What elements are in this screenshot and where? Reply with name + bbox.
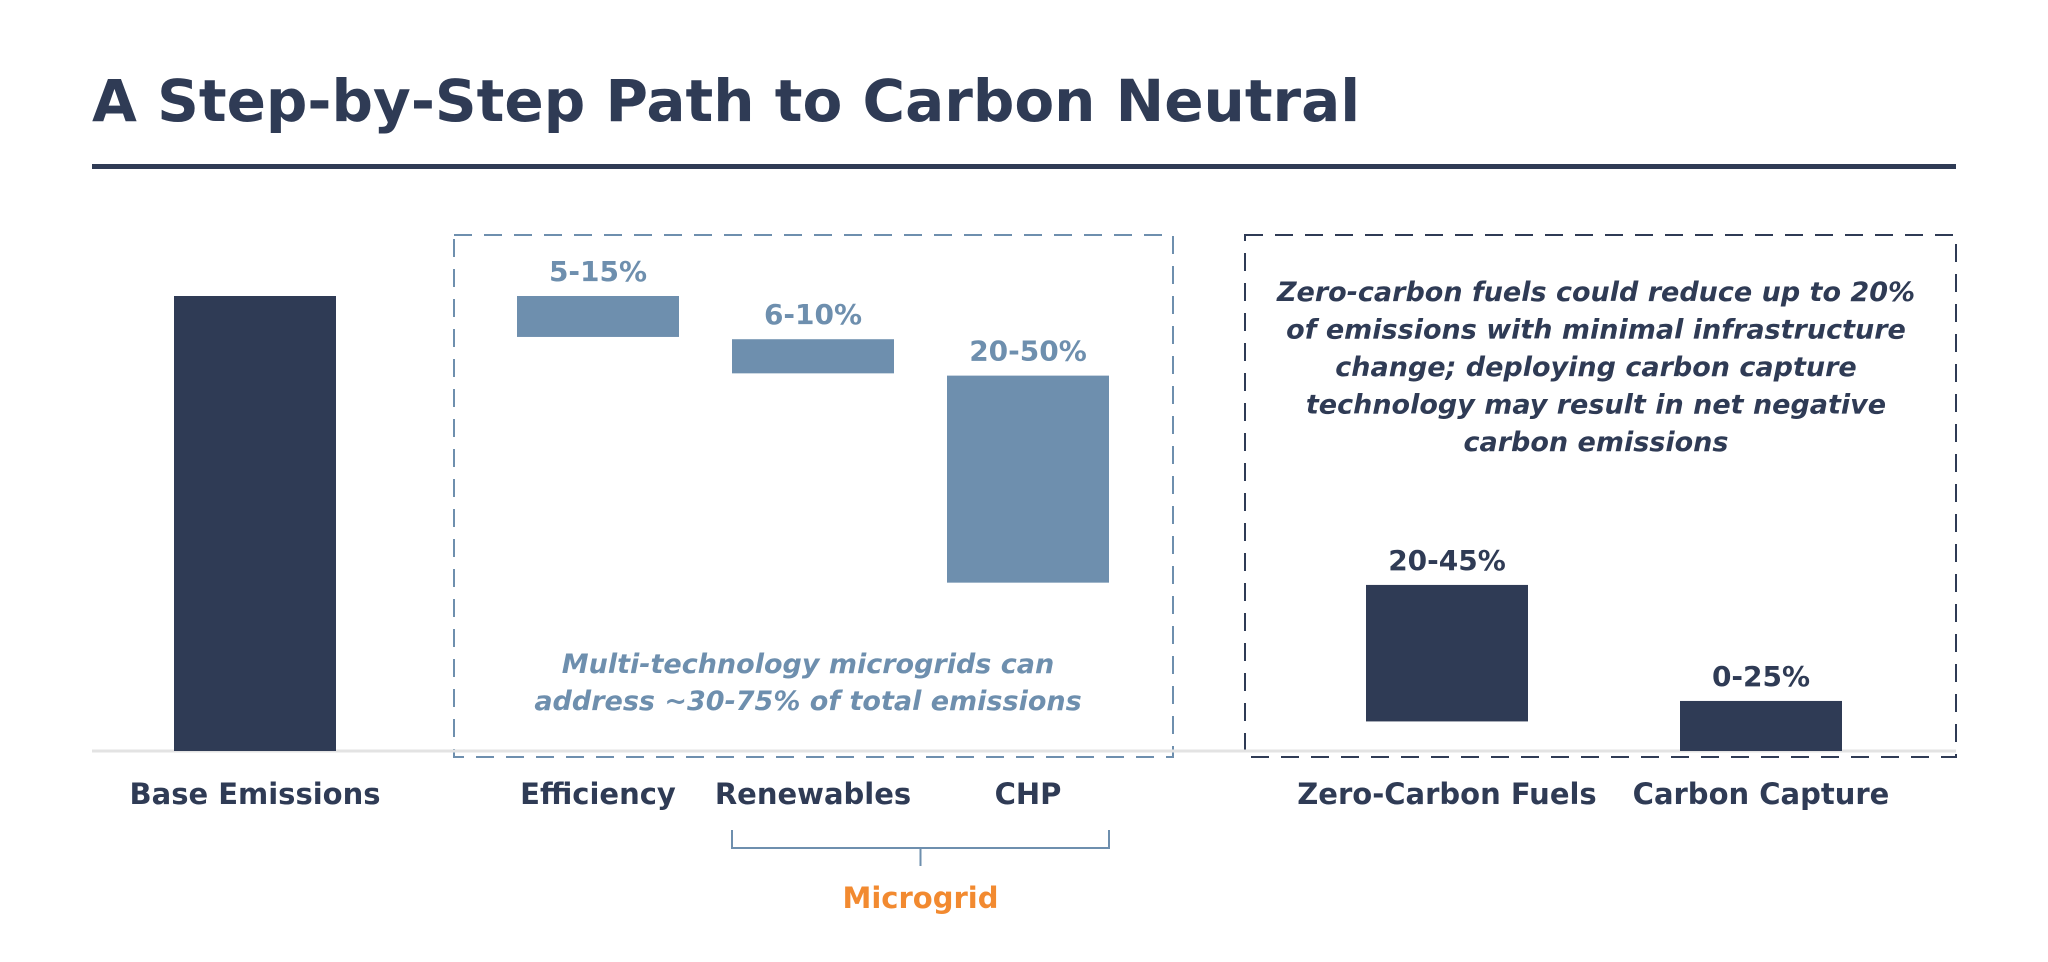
bar-zero-carbon-fuels [1366,584,1528,722]
data-label-zero-carbon-fuels: 20-45% [1388,544,1506,577]
tick-label-efficiency: Efficiency [520,777,676,811]
data-label-renewables: 6-10% [764,298,862,331]
zero-carbon-note: Zero-carbon fuels could reduce up to 20%… [1276,277,1915,458]
bracket-label: Microgrid [843,881,999,915]
tick-label-base-emissions: Base Emissions [130,777,381,811]
group-boxes [453,234,1957,758]
tick-label-chp: CHP [995,777,1062,811]
tick-label-carbon-capture: Carbon Capture [1633,777,1890,811]
category-labels: Base Emissions Efficiency Renewables CHP Zer… [130,777,1890,811]
bar-efficiency [517,296,679,337]
data-label-efficiency: 5-15% [549,255,647,288]
bar-labels: 5-15% 6-10% 20-50% 20-45% 0-25% [549,255,1810,693]
bars [174,296,1842,751]
group-notes: Multi-technology microgrids can address ~… [534,277,1915,717]
bar-carbon-capture [1680,700,1842,751]
bracket-line [731,830,1110,866]
title-rule [92,164,1956,169]
microgrid-bracket: Microgrid [731,830,1110,915]
microgrid-group-box [453,234,1174,758]
zero-carbon-group-box [1244,234,1957,758]
data-label-chp: 20-50% [969,335,1087,368]
tick-label-zero-carbon-fuels: Zero-Carbon Fuels [1297,777,1596,811]
microgrid-note: Multi-technology microgrids can address ~… [534,649,1081,717]
bar-chp [947,375,1109,583]
page-title: A Step-by-Step Path to Carbon Neutral [92,67,1360,135]
bar-renewables [732,339,894,374]
bar-base-emissions [174,296,336,751]
data-label-carbon-capture: 0-25% [1712,660,1810,693]
tick-label-renewables: Renewables [715,777,911,811]
